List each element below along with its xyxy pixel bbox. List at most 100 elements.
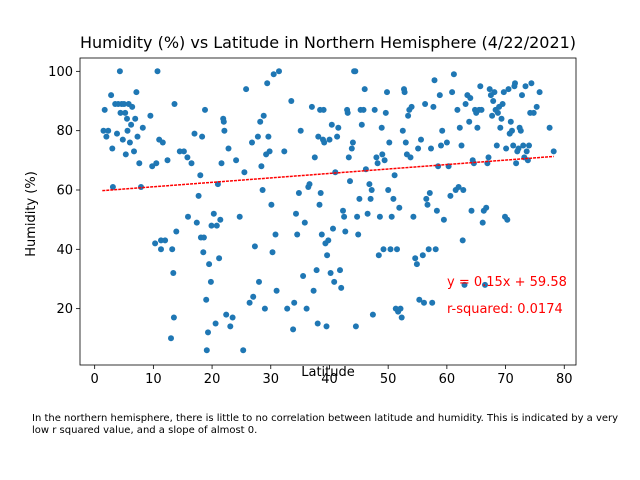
x-axis: 0 10 20 30 40 50 60 70 80	[91, 365, 573, 387]
data-point	[533, 103, 540, 110]
data-point	[136, 160, 143, 167]
y-tick-label: 100	[48, 65, 73, 80]
data-point	[158, 246, 164, 253]
data-point	[528, 80, 535, 87]
x-tick-label: 10	[145, 372, 162, 387]
data-point	[132, 115, 139, 122]
data-point	[499, 101, 506, 107]
data-point	[355, 231, 362, 238]
data-point	[497, 124, 504, 131]
chart-title: Humidity (%) vs Latitude in Northern Hem…	[80, 33, 576, 52]
data-point	[418, 136, 424, 143]
data-point	[233, 157, 240, 164]
data-point	[376, 213, 383, 220]
data-point	[461, 281, 468, 288]
data-point	[134, 133, 141, 140]
data-point	[114, 130, 120, 137]
data-point	[489, 112, 496, 119]
data-point	[390, 195, 397, 202]
data-point	[152, 240, 159, 247]
data-point	[439, 127, 446, 134]
data-point	[340, 207, 346, 214]
data-point	[200, 249, 207, 256]
data-point	[325, 237, 332, 244]
data-point	[303, 305, 310, 312]
data-point	[454, 106, 461, 113]
data-point	[117, 109, 124, 116]
x-axis-label: Latitude	[301, 365, 355, 380]
data-point	[318, 231, 325, 238]
data-point	[468, 207, 475, 214]
data-point	[249, 139, 255, 146]
y-axis-label: Humidity (%)	[24, 171, 39, 257]
data-point	[428, 145, 434, 152]
data-point	[308, 103, 315, 110]
data-point	[261, 305, 268, 312]
data-point	[505, 86, 512, 93]
data-point	[515, 145, 522, 152]
data-point	[500, 89, 507, 96]
x-tick-label: 40	[321, 372, 338, 387]
data-point	[490, 98, 497, 104]
data-point	[348, 145, 355, 152]
data-point	[241, 169, 248, 176]
data-point	[426, 190, 433, 196]
data-point	[109, 184, 116, 190]
data-point	[375, 252, 382, 259]
plot-frame	[79, 57, 577, 366]
data-point	[250, 293, 257, 300]
data-point	[272, 231, 279, 238]
data-point	[153, 160, 160, 167]
y-tick-label: 80	[56, 124, 73, 139]
regression-line	[102, 155, 554, 192]
data-point	[236, 213, 243, 220]
data-point	[124, 127, 131, 134]
data-point	[170, 314, 177, 321]
data-point	[431, 77, 438, 84]
data-point	[462, 101, 469, 107]
data-point	[388, 213, 395, 220]
data-point	[223, 311, 230, 318]
data-point	[162, 237, 169, 244]
x-tick-label: 60	[439, 372, 456, 387]
data-point	[425, 246, 432, 253]
data-point	[297, 127, 304, 134]
data-point	[313, 267, 320, 274]
data-point	[270, 71, 277, 78]
data-point	[225, 145, 232, 152]
data-point	[523, 148, 530, 155]
y-tick-label: 20	[56, 302, 73, 317]
data-point	[311, 154, 318, 161]
data-point	[122, 151, 129, 158]
data-point	[352, 323, 359, 330]
data-point	[276, 68, 282, 75]
data-point	[421, 299, 427, 306]
data-point	[380, 246, 387, 253]
data-point	[122, 109, 129, 116]
data-point	[105, 127, 112, 134]
data-point	[109, 145, 116, 152]
data-point	[328, 121, 335, 128]
data-point	[254, 133, 261, 140]
data-point	[217, 216, 224, 223]
data-point	[436, 92, 443, 99]
data-point	[334, 133, 341, 140]
data-point	[131, 148, 137, 155]
data-point	[281, 148, 288, 155]
data-point	[399, 127, 406, 134]
data-point	[129, 103, 136, 110]
data-point	[386, 139, 393, 146]
data-point	[405, 112, 412, 119]
data-point	[216, 255, 223, 262]
data-point	[246, 299, 253, 306]
data-point	[184, 154, 191, 161]
data-point	[197, 172, 204, 179]
data-point	[408, 103, 415, 110]
data-point	[171, 101, 178, 107]
data-point	[483, 204, 490, 211]
data-point	[185, 213, 191, 220]
data-point	[498, 115, 505, 122]
data-point	[266, 148, 273, 155]
data-point	[103, 133, 110, 140]
